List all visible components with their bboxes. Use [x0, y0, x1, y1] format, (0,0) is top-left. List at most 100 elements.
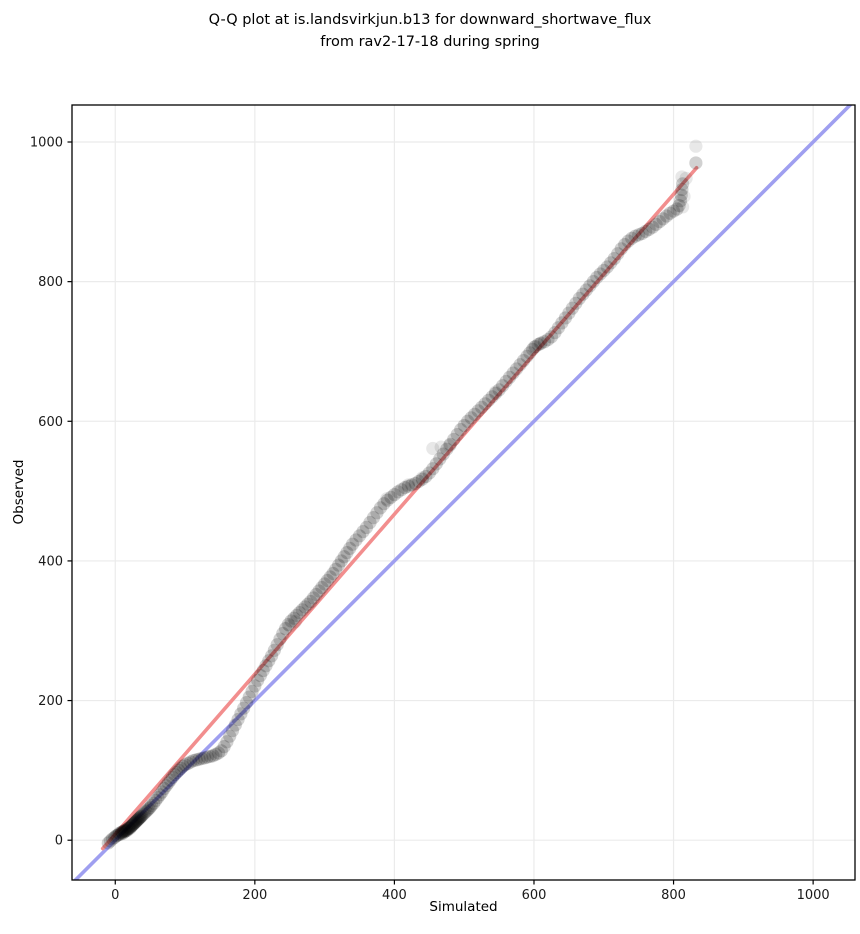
data-point: [600, 260, 614, 274]
figure-title-line1: Q-Q plot at is.landsvirkjun.b13 for down…: [208, 12, 652, 28]
data-point: [359, 520, 374, 535]
data-point: [436, 447, 450, 461]
data-point: [195, 751, 209, 766]
data-point: [144, 798, 159, 812]
data-point: [492, 383, 506, 397]
data-point: [415, 472, 429, 486]
data-point: [331, 558, 346, 572]
data-point: [178, 758, 192, 772]
data-point-light: [679, 171, 693, 185]
data-point: [659, 209, 674, 223]
data-point: [135, 809, 149, 823]
data-point: [440, 442, 454, 456]
data-point: [130, 813, 145, 827]
data-point: [468, 407, 482, 421]
data-point: [103, 834, 117, 848]
data-point: [541, 332, 555, 347]
data-point: [334, 554, 348, 568]
data-point: [259, 659, 273, 673]
data-point: [116, 826, 130, 840]
data-point: [273, 632, 287, 646]
data-point: [443, 437, 457, 451]
data-point: [214, 744, 228, 758]
data-point: [666, 204, 681, 218]
x-tick-label: 0: [111, 888, 119, 903]
data-point: [172, 763, 186, 777]
data-point: [228, 718, 242, 732]
data-point: [270, 638, 284, 652]
plot-border: [71, 104, 856, 881]
y-equals-x-reference-line: [72, 105, 853, 880]
data-point: [646, 220, 660, 234]
data-point: [583, 279, 597, 293]
data-point: [262, 654, 276, 668]
data-point: [652, 214, 667, 229]
data-point: [140, 803, 154, 817]
data-point: [565, 301, 579, 315]
data-point: [181, 756, 195, 771]
data-point-light: [533, 337, 547, 351]
quantile-fit-line: [100, 166, 699, 851]
gridlines: [72, 105, 855, 880]
data-point: [672, 198, 686, 213]
data-point: [121, 821, 136, 835]
data-point: [632, 228, 646, 242]
data-point: [318, 577, 332, 591]
data-point: [121, 822, 135, 836]
data-point: [298, 600, 312, 614]
data-point: [184, 755, 198, 769]
data-point: [373, 501, 388, 515]
data-point: [134, 809, 148, 824]
data-point: [143, 800, 157, 814]
y-tick-label: 600: [38, 415, 63, 430]
data-point: [635, 226, 649, 241]
axes-spines: [71, 104, 856, 881]
data-point: [248, 679, 262, 693]
data-point: [292, 605, 307, 620]
data-point: [523, 346, 537, 360]
data-point: [509, 362, 524, 376]
y-tick-label: 200: [38, 694, 63, 709]
data-point: [590, 270, 604, 285]
data-point: [429, 457, 443, 471]
data-point-light: [283, 619, 297, 633]
data-point: [340, 545, 354, 560]
data-point: [572, 291, 586, 306]
data-point: [118, 823, 132, 838]
data-point: [174, 761, 188, 775]
data-point: [548, 326, 562, 340]
data-point: [290, 608, 304, 622]
data-point: [597, 263, 611, 278]
y-tick-label: 1000: [30, 136, 63, 151]
data-point: [405, 478, 419, 492]
data-point: [534, 336, 548, 350]
data-point: [656, 212, 670, 226]
x-tick-label: 200: [242, 888, 267, 903]
data-point: [450, 427, 464, 442]
data-point: [649, 217, 663, 231]
data-point: [569, 296, 583, 310]
data-point: [363, 515, 377, 530]
data-point: [377, 497, 391, 511]
data-point: [167, 767, 182, 782]
data-point-light: [434, 440, 448, 454]
data-point: [115, 825, 129, 839]
data-point: [674, 188, 688, 202]
data-point: [237, 701, 251, 715]
data-point: [461, 414, 475, 428]
data-point: [295, 603, 309, 617]
data-point: [551, 321, 566, 335]
data-point: [426, 462, 440, 476]
data-point: [189, 753, 203, 767]
data-point: [192, 752, 206, 766]
data-point: [464, 411, 478, 425]
data-point: [482, 393, 496, 407]
data-point: [489, 386, 503, 400]
scatter-points: [101, 139, 703, 850]
data-point-light: [426, 441, 440, 456]
data-point: [139, 804, 153, 819]
data-point-light: [442, 439, 457, 453]
data-point: [137, 806, 152, 820]
data-point: [122, 821, 136, 835]
data-point: [604, 256, 618, 270]
